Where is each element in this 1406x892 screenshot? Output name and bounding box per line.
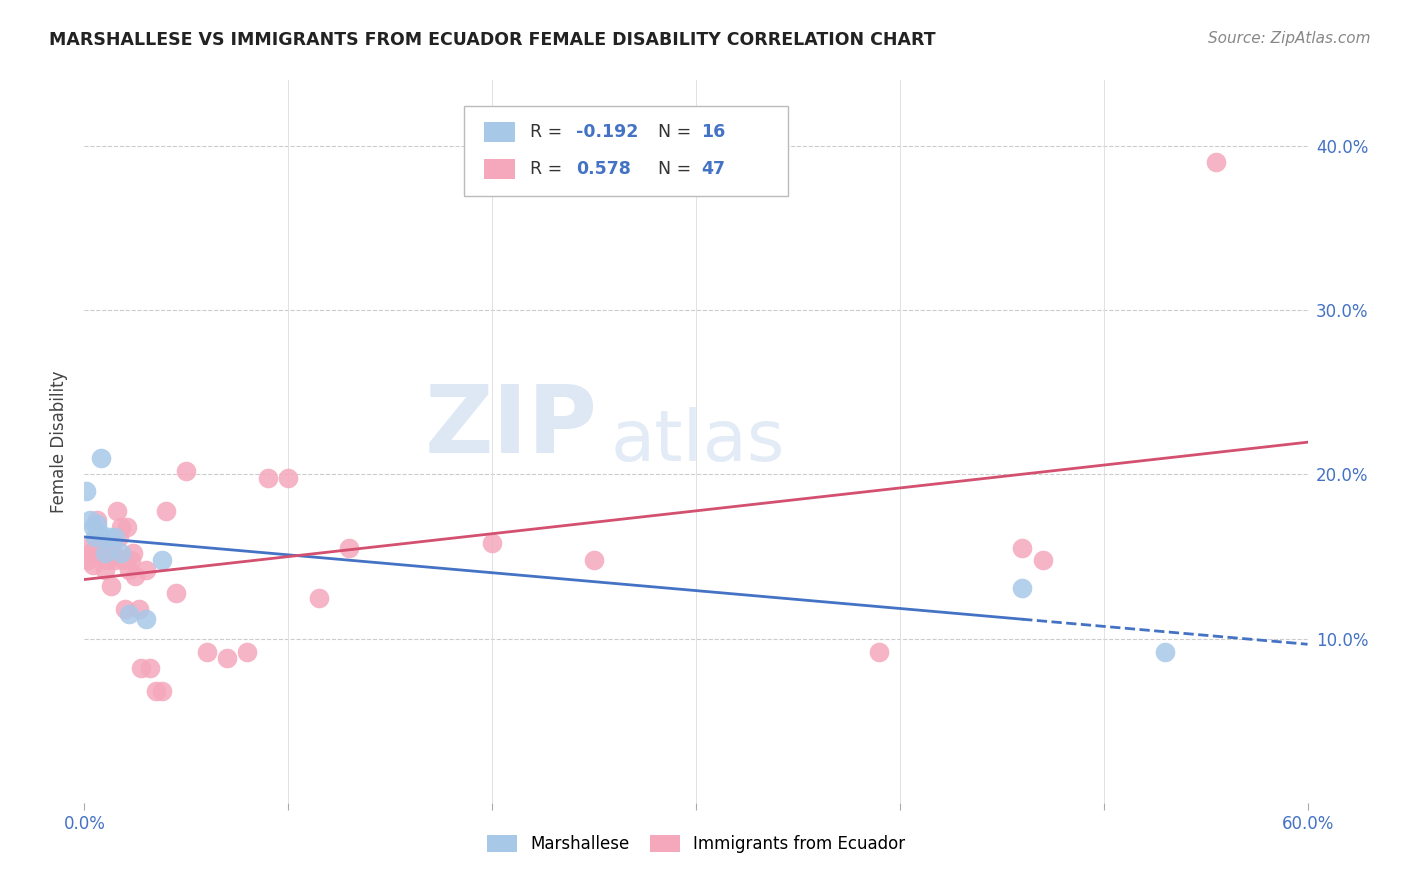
Point	[1032, 553, 1054, 567]
Point	[79, 546, 101, 560]
Point	[217, 651, 239, 665]
Point	[165, 585, 187, 599]
Point	[114, 602, 136, 616]
Point	[86, 513, 108, 527]
Point	[174, 464, 197, 478]
Point	[236, 645, 259, 659]
Text: 16: 16	[700, 123, 725, 141]
Text: 0.578: 0.578	[576, 161, 631, 178]
Point	[112, 553, 135, 567]
Text: ZIP: ZIP	[425, 381, 598, 473]
Point	[138, 661, 160, 675]
FancyBboxPatch shape	[464, 105, 787, 196]
Legend: Marshallese, Immigrants from Ecuador: Marshallese, Immigrants from Ecuador	[481, 828, 911, 860]
Point	[90, 546, 112, 560]
Point	[86, 516, 108, 531]
Point	[101, 546, 124, 560]
Point	[150, 553, 173, 567]
Point	[75, 541, 97, 556]
Point	[135, 612, 157, 626]
Point	[93, 563, 115, 577]
Y-axis label: Female Disability: Female Disability	[49, 370, 67, 513]
Point	[118, 563, 141, 577]
FancyBboxPatch shape	[484, 122, 515, 143]
Point	[75, 483, 97, 498]
Point	[82, 558, 104, 572]
Point	[91, 541, 114, 556]
Point	[104, 553, 127, 567]
Text: 47: 47	[700, 161, 725, 178]
Point	[1205, 155, 1227, 169]
Point	[97, 536, 120, 550]
Point	[118, 607, 141, 621]
FancyBboxPatch shape	[484, 159, 515, 179]
Point	[96, 553, 118, 567]
Point	[869, 645, 891, 659]
Point	[83, 549, 105, 564]
Point	[339, 541, 361, 556]
Point	[1011, 581, 1033, 595]
Point	[277, 470, 299, 484]
Point	[110, 546, 132, 560]
Point	[124, 569, 146, 583]
Text: R =: R =	[530, 161, 568, 178]
Text: N =: N =	[658, 161, 697, 178]
Point	[1154, 645, 1177, 659]
Point	[79, 513, 101, 527]
Point	[100, 579, 122, 593]
Point	[155, 503, 177, 517]
Point	[90, 450, 112, 465]
Point	[257, 470, 280, 484]
Point	[481, 536, 503, 550]
Text: MARSHALLESE VS IMMIGRANTS FROM ECUADOR FEMALE DISABILITY CORRELATION CHART: MARSHALLESE VS IMMIGRANTS FROM ECUADOR F…	[49, 31, 936, 49]
Point	[195, 645, 218, 659]
Point	[104, 530, 127, 544]
Text: Source: ZipAtlas.com: Source: ZipAtlas.com	[1208, 31, 1371, 46]
Point	[77, 553, 100, 567]
Point	[87, 536, 110, 550]
Point	[583, 553, 606, 567]
Text: atlas: atlas	[610, 407, 785, 476]
Point	[145, 684, 167, 698]
Point	[1011, 541, 1033, 556]
Point	[105, 503, 128, 517]
Text: N =: N =	[658, 123, 697, 141]
Point	[82, 520, 104, 534]
Point	[87, 524, 110, 539]
Point	[122, 546, 145, 560]
Point	[97, 530, 120, 544]
Point	[83, 530, 105, 544]
Point	[93, 546, 115, 560]
Point	[120, 553, 142, 567]
Point	[108, 530, 131, 544]
Point	[308, 591, 330, 605]
Point	[128, 602, 150, 616]
Point	[115, 520, 138, 534]
Point	[150, 684, 173, 698]
Point	[110, 520, 132, 534]
Point	[131, 661, 153, 675]
Point	[135, 563, 157, 577]
Text: -0.192: -0.192	[576, 123, 638, 141]
Text: R =: R =	[530, 123, 568, 141]
